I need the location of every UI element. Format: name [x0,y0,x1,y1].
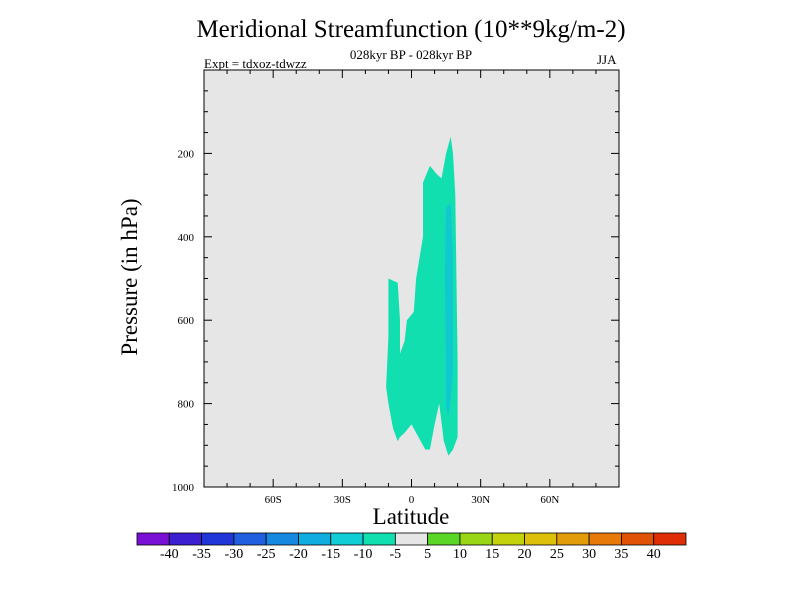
colorbar-box [459,532,493,546]
x-tick-label: 60S [265,494,282,506]
colorbar-box [330,532,364,546]
colorbar-label: 5 [424,547,431,562]
y-axis-label: Pressure (in hPa) [117,198,142,355]
plot-background [204,70,619,487]
colorbar-labels: -40 -35 -30 -25 -20 -15 -10 -5 5 10 15 20 25 30 35 40 [160,547,661,562]
season-label: JJA [597,52,617,67]
colorbar-label: 25 [550,547,564,562]
colorbar-box [265,532,299,546]
colorbar-label: -10 [354,547,373,562]
y-tick-label: 800 [178,399,195,411]
colorbar-box [588,532,622,546]
colorbar-label: -30 [225,547,244,562]
y-tick-label: 400 [178,232,195,244]
colorbar-label: -40 [160,547,179,562]
colorbar-box [362,532,396,546]
colorbar-box [427,532,461,546]
colorbar-label: -5 [390,547,402,562]
colorbar-label: 35 [614,547,628,562]
y-tick-label: 200 [178,148,195,160]
colorbar-box [201,532,235,546]
colorbar-label: 30 [582,547,596,562]
x-axis-label: Latitude [373,504,450,529]
colorbar-label: 40 [647,547,661,562]
colorbar-label: -20 [289,547,308,562]
colorbar-box [653,532,687,546]
colorbar-box [136,532,170,546]
chart-title: Meridional Streamfunction (10**9kg/m-2) [196,16,626,43]
x-tick-label: 60N [540,494,559,506]
colorbar [136,532,687,546]
colorbar-label: -25 [257,547,276,562]
colorbar-label: 10 [453,547,467,562]
y-tick-label: 600 [178,315,195,327]
contour-regions [386,136,458,456]
colorbar-label: -15 [321,547,340,562]
y-tick-labels: 200 400 600 800 1000 [172,148,195,494]
x-tick-label: 0 [409,494,415,506]
colorbar-box [298,532,332,546]
chart-subtitle: 028kyr BP - 028kyr BP [349,47,473,62]
experiment-label: Expt = tdxoz-tdwzz [204,56,307,71]
colorbar-box [621,532,655,546]
colorbar-label: 20 [518,547,532,562]
colorbar-box [394,532,429,546]
contour-region-1 [386,136,458,456]
axis-ticks [203,69,620,488]
colorbar-label: -35 [192,547,211,562]
colorbar-label: 15 [485,547,499,562]
colorbar-box [524,532,558,546]
contour-region-2 [444,203,453,417]
colorbar-box [556,532,590,546]
x-tick-labels: 60S 30S 0 30N 60N [265,494,560,506]
colorbar-box [168,532,202,546]
colorbar-box [491,532,525,546]
colorbar-box [233,532,267,546]
y-tick-label: 1000 [172,482,195,494]
x-tick-label: 30S [334,494,351,506]
x-tick-label: 30N [471,494,490,506]
